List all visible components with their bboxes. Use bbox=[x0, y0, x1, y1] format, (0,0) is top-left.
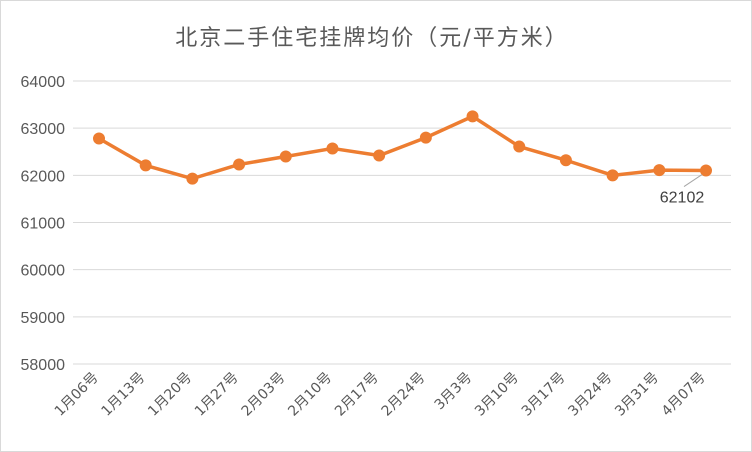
x-tick-label: 2月17号 bbox=[332, 370, 382, 420]
x-tick-label: 3月24号 bbox=[565, 370, 615, 420]
series-group bbox=[93, 110, 712, 185]
x-tick-label: 4月07号 bbox=[659, 370, 709, 420]
data-labels: 62102 bbox=[660, 174, 705, 207]
x-tick-label: 2月03号 bbox=[239, 370, 289, 420]
data-point bbox=[559, 154, 572, 167]
data-point bbox=[606, 169, 619, 182]
x-tick-label: 3月31号 bbox=[612, 370, 662, 420]
x-tick-label: 2月10号 bbox=[285, 370, 335, 420]
y-tick-label: 62000 bbox=[21, 168, 66, 185]
x-tick-label: 2月24号 bbox=[379, 370, 429, 420]
data-point bbox=[513, 140, 526, 153]
x-tick-label: 1月27号 bbox=[192, 370, 242, 420]
data-point bbox=[233, 158, 246, 171]
gridlines bbox=[73, 80, 731, 365]
x-tick-label: 1月06号 bbox=[52, 370, 102, 420]
data-point bbox=[93, 132, 105, 145]
x-tick-label: 3月3号 bbox=[432, 370, 476, 414]
data-label-leader bbox=[683, 174, 703, 187]
data-point bbox=[700, 164, 712, 177]
x-tick-label: 3月17号 bbox=[519, 370, 569, 420]
x-tick-label: 1月13号 bbox=[99, 370, 149, 420]
y-tick-label: 60000 bbox=[21, 263, 66, 280]
data-point bbox=[279, 150, 292, 163]
y-tick-label: 63000 bbox=[21, 121, 66, 138]
x-tick-label: 1月20号 bbox=[145, 370, 195, 420]
data-point bbox=[326, 142, 339, 155]
data-point bbox=[373, 149, 386, 162]
data-label: 62102 bbox=[660, 190, 705, 207]
x-axis-tick-labels: 1月06号1月13号1月20号1月27号2月03号2月10号2月17号2月24号… bbox=[52, 370, 709, 420]
data-point bbox=[466, 110, 479, 123]
data-point bbox=[139, 159, 152, 172]
y-tick-label: 58000 bbox=[21, 357, 66, 374]
series-line bbox=[97, 114, 708, 181]
y-axis-tick-labels: 58000 59000 60000 61000 62000 63000 64000 bbox=[21, 74, 66, 374]
data-point bbox=[419, 131, 432, 144]
chart-title: 北京二手住宅挂牌均价（元/平方米） bbox=[175, 26, 568, 51]
data-point bbox=[653, 164, 666, 177]
data-point bbox=[186, 172, 199, 185]
y-tick-label: 64000 bbox=[21, 74, 66, 91]
y-tick-label: 59000 bbox=[21, 310, 66, 327]
x-tick-label: 3月10号 bbox=[472, 370, 522, 420]
y-tick-label: 61000 bbox=[21, 216, 66, 233]
